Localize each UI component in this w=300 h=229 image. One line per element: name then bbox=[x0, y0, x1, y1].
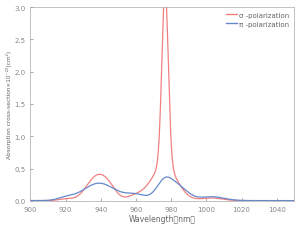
π -polarization bbox=[200, 196, 204, 199]
Legend: σ -polarization, π -polarization: σ -polarization, π -polarization bbox=[225, 11, 291, 29]
Line: π -polarization: π -polarization bbox=[30, 177, 294, 201]
σ -polarization bbox=[292, 199, 296, 202]
σ -polarization bbox=[246, 199, 249, 202]
Line: σ -polarization: σ -polarization bbox=[30, 0, 294, 201]
π -polarization bbox=[187, 191, 190, 194]
π -polarization bbox=[76, 191, 80, 194]
π -polarization bbox=[226, 198, 229, 200]
π -polarization bbox=[165, 176, 169, 179]
X-axis label: Wavelength（nm）: Wavelength（nm） bbox=[129, 215, 196, 224]
π -polarization bbox=[28, 199, 32, 202]
σ -polarization bbox=[76, 194, 80, 197]
π -polarization bbox=[292, 199, 296, 202]
π -polarization bbox=[246, 199, 249, 202]
Y-axis label: Absorption cross-section×10⁻²⁰(cm²): Absorption cross-section×10⁻²⁰(cm²) bbox=[6, 51, 12, 158]
σ -polarization bbox=[187, 194, 190, 197]
σ -polarization bbox=[200, 197, 204, 200]
σ -polarization bbox=[130, 194, 133, 197]
π -polarization bbox=[130, 192, 133, 195]
σ -polarization bbox=[226, 199, 229, 201]
σ -polarization bbox=[28, 199, 32, 202]
